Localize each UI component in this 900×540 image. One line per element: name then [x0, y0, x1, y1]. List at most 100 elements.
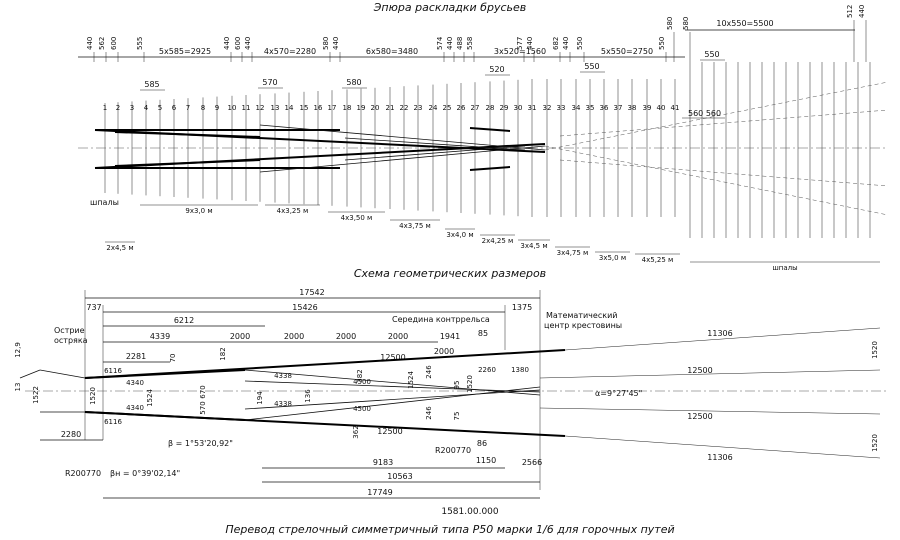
under-label: 4х5,25 м: [642, 256, 674, 264]
dim-9183: 9183: [373, 458, 393, 467]
edge-dim: 440: [244, 37, 252, 50]
dim-86: 86: [477, 439, 487, 448]
tie-number: 32: [543, 104, 552, 112]
tie-number: 21: [386, 104, 395, 112]
tie-number: 19: [357, 104, 366, 112]
dim-12500-top: 12500: [380, 353, 405, 362]
tie-number: 3: [130, 104, 134, 112]
top-div-line-2: [544, 145, 889, 216]
dim-2280: 2280: [61, 430, 81, 439]
label-beta-h: βн = 0°39'02,14": [110, 469, 180, 478]
bottom-rail-4: [84, 411, 246, 421]
small-570: 570: [199, 401, 207, 414]
dim-1380: 1380: [511, 366, 529, 374]
tie-number: 13: [271, 104, 280, 112]
dim-1524-b: 1524: [407, 371, 415, 389]
dim-1524-a: 1524: [146, 389, 154, 407]
tie-number: 15: [300, 104, 309, 112]
group-label-5: 5х550=2750: [601, 47, 653, 56]
top-title: Эпюра раскладки брусьев: [373, 1, 527, 14]
bottom-rail-ext-4: [539, 407, 881, 415]
top-div-line-4: [559, 159, 889, 187]
dim-12500-low: 12500: [687, 412, 712, 421]
edge-dim: 512: [846, 5, 854, 18]
edge-dim: 580: [322, 37, 330, 50]
dim-1522: 1522: [32, 386, 40, 404]
label-point-2: остряка: [54, 336, 88, 345]
bottom-rail-7: [244, 380, 541, 393]
label-point-1: Острие: [54, 326, 85, 335]
small-182: 182: [219, 347, 227, 360]
dim-85: 85: [478, 329, 488, 338]
dim-1520-right-bot: 1520: [871, 434, 879, 452]
tie-number: 14: [285, 104, 294, 112]
dim-2000-d: 2000: [388, 332, 408, 341]
tie-number: 31: [528, 104, 537, 112]
edge-dim: 600: [234, 37, 242, 50]
edge-dim: 558: [466, 37, 474, 50]
bottom-rail-5: [244, 369, 541, 396]
small-246-a: 246: [425, 365, 433, 379]
spacing-label-2: 570: [262, 78, 277, 87]
dim-2281: 2281: [126, 352, 146, 361]
tie-number: 25: [443, 104, 452, 112]
edge-dim: 440: [446, 37, 454, 50]
bottom-title: Схема геометрических размеров: [354, 267, 546, 280]
bottom-rail-ext-2: [564, 435, 881, 459]
edge-dim: 682: [552, 37, 560, 50]
tie-number: 4: [144, 104, 149, 112]
dim-6212: 6212: [174, 316, 194, 325]
edge-dim: 440: [332, 37, 340, 50]
tie-number: 37: [614, 104, 623, 112]
dim-2000-a: 2000: [230, 332, 250, 341]
top-rail-guard-1: [114, 159, 261, 167]
label-math-center-2: центр крестовины: [544, 321, 622, 330]
label-radius-2: R200770: [435, 446, 471, 455]
tie-number: 9: [215, 104, 219, 112]
tie-number: 11: [242, 104, 251, 112]
edge-dim: 555: [136, 37, 144, 50]
dim-2566: 2566: [522, 458, 542, 467]
under-label: 2х4,25 м: [482, 237, 514, 245]
dim-4338-a: 4338: [274, 372, 292, 380]
group-label-6: 10х550=5500: [716, 19, 773, 28]
group-label-3: 6х580=3480: [366, 47, 418, 56]
top-rail-guard-3: [469, 127, 511, 132]
tie-number: 36: [600, 104, 609, 112]
under-braces: 2х4,5 м 9х3,0 м 4х3,25 м 4х3,50 м 4х3,75 м 3х…: [105, 204, 880, 272]
tie-number: 29: [500, 104, 509, 112]
dim-2260: 2260: [478, 366, 496, 374]
top-small-dim: 560 560: [688, 109, 721, 118]
small-246-b: 246: [425, 406, 433, 420]
top-left-label: шпалы: [90, 198, 119, 207]
tie-number: 27: [471, 104, 480, 112]
tie-number: 16: [314, 104, 323, 112]
tie-number: 7: [186, 104, 190, 112]
dim-4338-b: 4338: [274, 400, 292, 408]
under-label: 9х3,0 м: [185, 207, 212, 215]
edge-dim: 440: [223, 37, 231, 50]
dim-1375: 1375: [512, 303, 532, 312]
group-label-1: 5х585=2925: [159, 47, 211, 56]
tie-number: 18: [343, 104, 352, 112]
tie-number: 38: [628, 104, 637, 112]
dim-15426: 15426: [292, 303, 317, 312]
spacing-label-6: 550: [704, 50, 719, 59]
small-75: 75: [453, 412, 461, 421]
under-label: 3х5,0 м: [599, 254, 626, 262]
label-radius-1: R200770: [65, 469, 101, 478]
bottom-rail-6: [244, 386, 541, 421]
edge-dim: 440: [526, 37, 534, 50]
dim-12-9: 12,9: [14, 342, 22, 358]
top-rail-out-2: [259, 145, 546, 173]
under-label: 4х3,50 м: [341, 214, 373, 222]
dim-4340-a: 4340: [126, 379, 144, 387]
bottom-rail-3: [84, 369, 246, 379]
edge-dim: 440: [562, 37, 570, 50]
dim-12500-under: 12500: [377, 427, 402, 436]
group-label-4: 3х520=1560: [494, 47, 546, 56]
bottom-rail-ext-3: [539, 369, 881, 379]
top-rail-guard-4: [469, 166, 511, 171]
tie-number: 33: [557, 104, 566, 112]
